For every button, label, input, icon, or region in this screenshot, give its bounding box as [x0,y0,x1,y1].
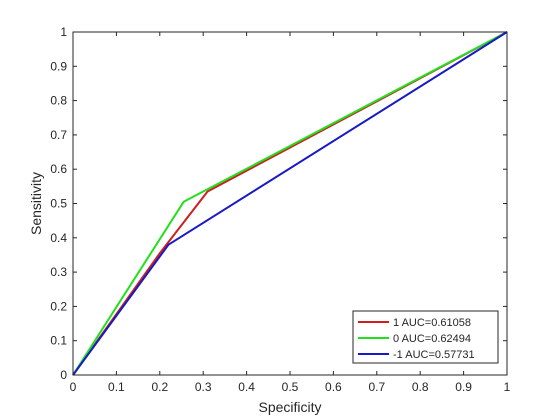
x-tick-label: 0.8 [412,380,429,394]
y-axis-label: Sensitivity [28,172,44,235]
legend: 1 AUC=0.61058 0 AUC=0.62494 -1 AUC=0.57731 [352,310,499,364]
y-tick-label: 0.2 [50,299,67,313]
legend-label-0: 1 AUC=0.61058 [393,317,471,329]
x-tick-label: 1 [504,380,511,394]
y-tick-label: 0.5 [50,197,67,211]
y-tick-label: 0.6 [50,162,67,176]
legend-label-1: 0 AUC=0.62494 [393,333,471,345]
y-tick-label: 0 [60,368,67,382]
x-tick-label: 0.4 [238,380,255,394]
y-tick-label: 1 [60,25,67,39]
y-tick-label: 0.7 [50,128,67,142]
x-tick-label: 0.6 [325,380,342,394]
x-tick-label: 0.1 [108,380,125,394]
x-tick-label: 0 [70,380,77,394]
axis-ticks: 0 0.1 0.2 0.3 0.4 0.5 0.6 0.7 0.8 0.9 1 0 0.1 0.2 0.3 0… [50,25,510,394]
series-lines [72,31,508,376]
y-tick-label: 0.4 [50,231,67,245]
plot-frame [72,31,508,376]
legend-label-2: -1 AUC=0.57731 [393,349,475,361]
y-tick-label: 0.1 [50,334,67,348]
y-tick-label: 0.8 [50,94,67,108]
series-line-1 [72,31,508,376]
x-tick-label: 0.9 [455,380,472,394]
x-tick-label: 0.7 [368,380,385,394]
x-axis-label: Specificity [258,399,321,415]
series-line-2 [72,31,508,376]
y-tick-label: 0.9 [50,59,67,73]
x-tick-label: 0.3 [195,380,212,394]
x-tick-label: 0.2 [151,380,168,394]
x-tick-label: 0.5 [282,380,299,394]
y-tick-label: 0.3 [50,265,67,279]
